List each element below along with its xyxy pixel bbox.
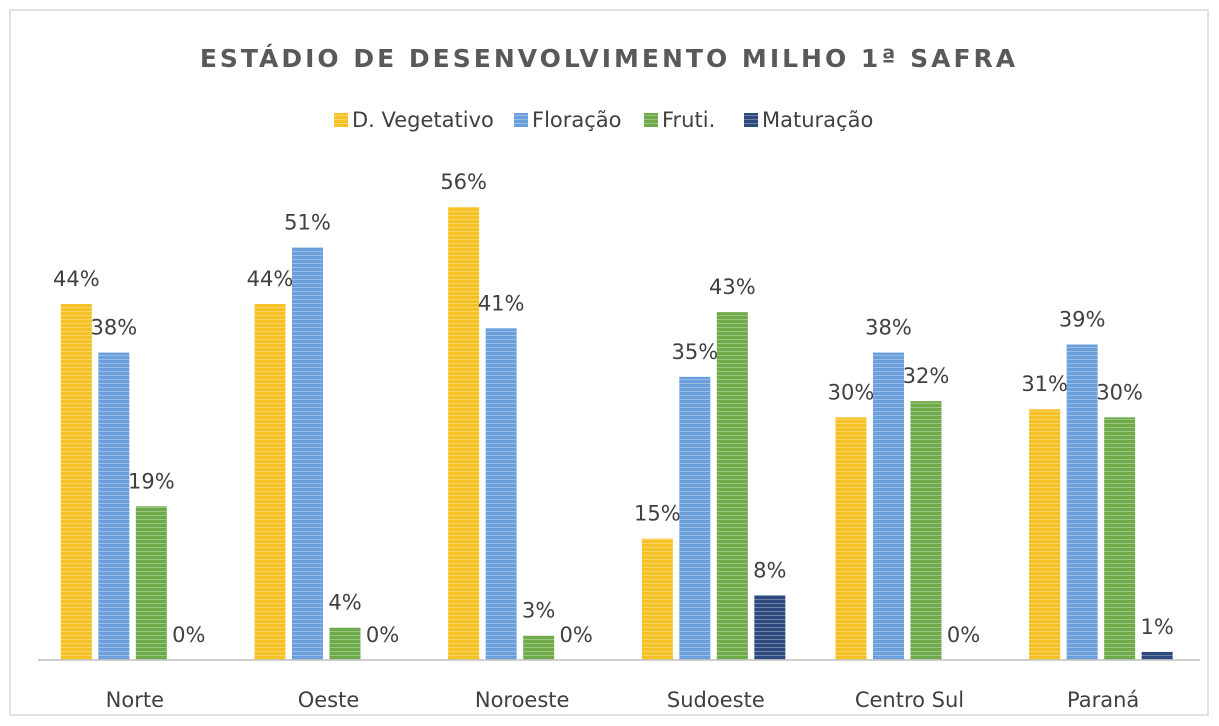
bar <box>98 352 130 660</box>
data-label: 31% <box>1021 372 1068 396</box>
legend-label: Fruti. <box>662 108 715 132</box>
data-label: 44% <box>53 267 100 291</box>
bar <box>835 417 867 660</box>
legend-swatch <box>644 113 658 127</box>
bar <box>448 206 480 660</box>
data-label: 30% <box>828 380 875 404</box>
bar <box>910 401 942 660</box>
data-label: 32% <box>903 364 950 388</box>
bar <box>679 376 711 660</box>
x-tick-label: Sudoeste <box>667 688 765 712</box>
x-tick-label: Norte <box>106 688 164 712</box>
data-label: 0% <box>560 623 593 647</box>
data-label: 41% <box>478 291 525 315</box>
data-label: 0% <box>947 623 980 647</box>
legend-swatch <box>744 113 758 127</box>
x-tick-label: Paraná <box>1067 688 1139 712</box>
bar <box>1104 417 1136 660</box>
bar <box>1066 344 1098 660</box>
data-label: 35% <box>671 340 718 364</box>
legend-swatch <box>514 113 528 127</box>
chart-border <box>9 9 1209 716</box>
data-label: 56% <box>440 170 487 194</box>
bar <box>754 595 786 660</box>
bar <box>641 538 673 660</box>
chart-title: ESTÁDIO DE DESENVOLVIMENTO MILHO 1ª SAFR… <box>200 44 1018 73</box>
data-label: 51% <box>284 210 331 234</box>
legend-label: Maturação <box>762 108 873 132</box>
data-label: 38% <box>90 316 137 340</box>
bar <box>523 635 555 660</box>
x-tick-label: Noroeste <box>475 688 570 712</box>
bar <box>254 304 286 660</box>
data-label: 30% <box>1096 380 1143 404</box>
data-label: 0% <box>172 623 205 647</box>
bar <box>60 304 92 660</box>
data-label: 44% <box>247 267 294 291</box>
data-label: 19% <box>128 469 175 493</box>
x-tick-label: Centro Sul <box>855 688 964 712</box>
data-label: 3% <box>522 599 555 623</box>
data-label: 15% <box>634 502 681 526</box>
legend-label: Floração <box>532 108 622 132</box>
data-label: 4% <box>328 591 361 615</box>
data-label: 8% <box>753 558 786 582</box>
legend-swatch <box>334 113 348 127</box>
bar <box>292 247 323 660</box>
bar <box>485 328 517 660</box>
bar <box>873 352 904 660</box>
x-tick-label: Oeste <box>298 688 360 712</box>
bar <box>1141 651 1173 660</box>
legend-label: D. Vegetativo <box>352 108 494 132</box>
bar <box>135 506 167 660</box>
bar <box>329 627 361 660</box>
data-label: 0% <box>366 623 399 647</box>
bar <box>1029 409 1061 660</box>
data-label: 1% <box>1141 615 1174 639</box>
bar <box>716 312 748 660</box>
data-label: 38% <box>865 316 912 340</box>
data-label: 39% <box>1059 307 1106 331</box>
data-label: 43% <box>709 275 756 299</box>
